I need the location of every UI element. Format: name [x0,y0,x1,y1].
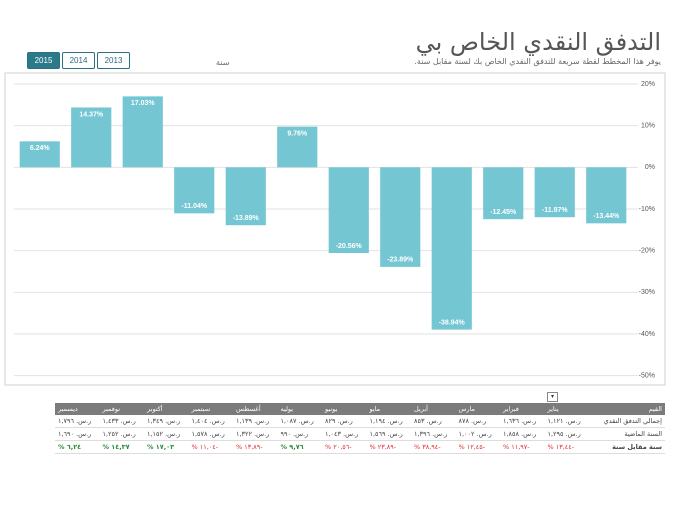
data-table: القيم يناير فبراير مارس أبريل مايو يونيو يوليه أ… [55,403,665,454]
table-cell: ر.س. ١,١٩٤ [366,415,411,428]
table-header-cell: مايو [366,403,411,415]
y-tick-label: 20% [641,81,655,88]
y-tick-label: -40% [639,331,655,338]
y-tick-label: 0% [645,164,655,171]
table-cell: ١٤,٣٧ % [99,440,144,454]
row-label: إجمالي التدفق النقدي [589,415,665,428]
table-cell: ٦,٢٤ % [55,440,100,454]
table-cell: -١٣,٤٤ % [544,440,589,454]
table-cell: ر.س. ١,٥٦٩ [366,427,411,441]
bar [586,167,627,224]
data-label: -11.04% [181,203,207,210]
bar [328,167,369,253]
data-label: 14.37% [79,111,104,118]
data-label: -20.56% [336,243,363,250]
bar [174,167,215,214]
table-cell: ر.س. ١,٤٣٣ [99,415,144,428]
table-cell: -٢٣,٨٩ % [366,440,411,454]
table-header-cell: مارس [455,403,500,415]
y-tick-label: -50% [639,373,655,380]
slicer-title: سنة [216,58,230,67]
table-header-cell: فبراير [500,403,545,415]
title: التدفق النقدي الخاص بي [415,28,661,56]
data-label: -38.94% [439,319,466,326]
subtitle: يوفر هذا المخطط لقطة سريعة للتدفق النقدي… [414,57,661,66]
table-header-cell: أبريل [411,403,456,415]
table-cell: ر.س. ١,٥٧٨ [188,427,233,441]
table-cell: ر.س. ٨٢٩ [322,415,367,428]
table-header-cell: سبتمبر [188,403,233,415]
table-cell: ر.س. ١,٨٥٨ [500,427,545,441]
row-label: سنة مقابل سنة [589,440,665,454]
y-tick-label: 10% [641,123,655,130]
y-tick-label: -10% [639,206,655,213]
data-label: -11.97% [542,207,568,214]
table-cell: ر.س. ١,٣٢٢ [233,427,278,441]
table-cell: ر.س. ١,٠٤٣ [322,427,367,441]
year-button[interactable]: 2014 [62,52,95,69]
year-button[interactable]: 2015 [27,52,60,69]
data-label: -13.89% [233,215,260,222]
table-cell: ر.س. ١,٢٥٢ [99,427,144,441]
table-cell: -١١,٩٧ % [500,440,545,454]
bar [431,167,472,330]
table-cell: ر.س. ١,١٣٩ [233,415,278,428]
table-header-cell: أغسطس [233,403,278,415]
table-cell: -١٣,٨٩ % [233,440,278,454]
table-cell: -٢٠,٥٦ % [322,440,367,454]
bar [71,107,112,168]
table-cell: ر.س. ١,٦٩٠ [55,427,100,441]
year-button[interactable]: 2013 [97,52,130,69]
bar [380,167,421,267]
table-cell: ر.س. ١,٣٤٩ [144,415,189,428]
table-header-cell: يوليه [277,403,322,415]
table-cell: ر.س. ١,٣٩٦ [411,427,456,441]
bar [534,167,575,218]
filter-dropdown[interactable]: ▾ [547,392,558,402]
y-tick-label: -30% [639,289,655,296]
chart: 20% 10% 0% -10% -20% -30% -40% -50% 6.24% 14.37% 1… [4,72,666,386]
data-label: 6.24% [30,145,51,152]
table-cell: ٩,٧٦ % [277,440,322,454]
table-cell: -٣٨,٩٤ % [411,440,456,454]
bar [277,126,318,168]
bar [483,167,524,220]
bar [19,141,60,168]
table-cell: ر.س. ٨٧٨ [455,415,500,428]
table-cell: ر.س. ١,٠٨٧ [277,415,322,428]
data-label: -23.89% [387,257,414,264]
table-cell: ر.س. ٨٥٣ [411,415,456,428]
data-label: 9.76% [287,131,308,138]
table-cell: ر.س. ١,٠٠٢ [455,427,500,441]
row-label: السنة الماضية [589,427,665,441]
table-cell: ر.س. ١,٦٣٦ [500,415,545,428]
table-cell: -١٢,٤٥ % [455,440,500,454]
table-cell: ر.س. ١,١٢١ [544,415,589,428]
table-cell: -١١,٠٤ % [188,440,233,454]
table-header-cell: يناير [544,403,589,415]
table-header-cell: نوفمبر [99,403,144,415]
table-header-cell: أكتوبر [144,403,189,415]
table-cell: ر.س. ٩٩٠ [277,427,322,441]
table-cell: ر.س. ١,٧٩٦ [55,415,100,428]
data-label: 17.03% [131,100,156,107]
table-header-cell: ديسمبر [55,403,100,415]
y-tick-label: -20% [639,248,655,255]
table-header-cell: القيم [589,403,665,415]
table-header-cell: يونيو [322,403,367,415]
data-label: -13.44% [593,213,620,220]
table-cell: ١٧,٠٣ % [144,440,189,454]
table-cell: ر.س. ١,٤٠٤ [188,415,233,428]
bar [122,96,163,168]
table-cell: ر.س. ١,١٥٢ [144,427,189,441]
table-cell: ر.س. ١,٢٩٥ [544,427,589,441]
bar [225,167,266,226]
data-label: -12.45% [490,209,517,216]
